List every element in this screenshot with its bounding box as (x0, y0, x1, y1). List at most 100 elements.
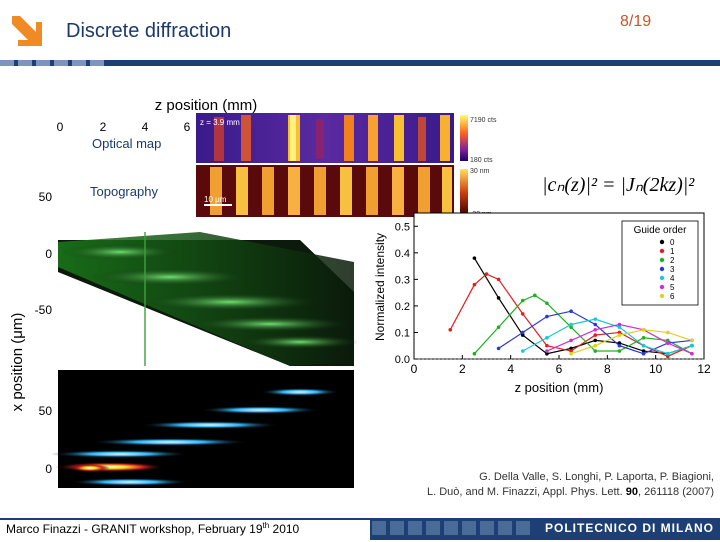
data-point (593, 349, 598, 353)
data-point (496, 346, 501, 351)
optical-map-image (196, 113, 454, 163)
data-point (641, 343, 646, 348)
data-point (520, 312, 525, 316)
x-tick-label: 6 (556, 362, 563, 376)
chart-ticks: 0 2 4 6 8 10 120.00.10.20.30.40.5 (395, 221, 711, 376)
footer-left (0, 518, 370, 542)
data-point (569, 309, 573, 314)
data-point (520, 349, 525, 353)
data-point (472, 256, 477, 260)
data-point (496, 296, 501, 300)
data-point (665, 341, 670, 345)
data-point (641, 328, 646, 332)
colorbar-top: 7190 cts (470, 117, 497, 124)
header-rule (0, 60, 720, 66)
series-line-6 (570, 329, 693, 355)
data-point (545, 301, 549, 306)
left-plot-ylabel: x position (μm) (9, 313, 26, 412)
data-point (641, 351, 646, 356)
legend-marker (659, 257, 665, 263)
legend-label: 1 (670, 247, 675, 256)
footer-author-text: Marco Finazzi - GRANIT workshop, Februar… (6, 522, 263, 536)
data-point (593, 338, 598, 343)
header-squares (0, 60, 108, 66)
data-point (593, 317, 598, 321)
topography-stripes (210, 167, 452, 215)
data-point (665, 351, 670, 356)
data-point (617, 322, 622, 327)
chart-xlabel: z position (mm) (515, 380, 604, 395)
data-point (665, 354, 670, 359)
polimi-arrow-logo-icon (6, 10, 46, 50)
legend-label: 0 (670, 238, 675, 247)
x-tick-label: 2 (459, 362, 466, 376)
data-point (569, 338, 573, 343)
legend-marker (659, 266, 665, 272)
x-tick-label: 4 (507, 362, 514, 376)
data-point (545, 314, 549, 319)
legend-marker (659, 239, 665, 245)
data-point (472, 351, 477, 356)
data-point (665, 330, 670, 335)
y-tick-label: 0.5 (395, 221, 410, 233)
colorbar-optical (460, 115, 468, 161)
legend-marker (659, 293, 665, 299)
series-line-0 (473, 257, 693, 355)
legend-title: Guide order (634, 225, 687, 236)
y-tick-label: 0.1 (395, 327, 410, 339)
data-point (617, 343, 622, 348)
data-point (617, 325, 622, 329)
data-point (617, 333, 622, 337)
citation-line2: L. Duò, and M. Finazzi, Appl. Phys. Lett… (426, 486, 623, 498)
legend-label: 5 (670, 283, 675, 292)
data-point (593, 328, 598, 332)
data-point (569, 346, 573, 351)
legend-marker (659, 284, 665, 290)
y-tick: 0 (45, 247, 52, 261)
data-point (617, 330, 622, 335)
y-tick: -50 (35, 303, 53, 317)
left-plot-xlabel: z position (mm) (155, 97, 258, 114)
series-line-4 (522, 318, 693, 355)
colorbar2-top: 30 nm (470, 168, 490, 175)
x-tick-label: 10 (649, 362, 663, 376)
data-point (520, 333, 525, 337)
y-tick: 50 (39, 404, 53, 418)
legend-label: 2 (670, 256, 675, 265)
citation-pages: , 261118 (2007) (637, 486, 714, 498)
chart-ylabel: Normalized intensity (373, 233, 387, 341)
optical-topography-inset: z = 3.9 mm 10 μm 7190 cts 180 cts 30 nm … (196, 113, 497, 218)
x-tick: 6 (184, 120, 191, 134)
x-tick: 0 (57, 120, 64, 134)
data-point (545, 351, 549, 356)
data-point (496, 277, 501, 282)
data-point (472, 282, 477, 287)
citation: G. Della Valle, S. Longhi, P. Laporta, P… (398, 470, 714, 500)
data-point (569, 322, 573, 327)
footer-squares (372, 521, 534, 535)
data-point (484, 272, 489, 276)
y-tick: 0 (45, 462, 52, 476)
x-tick-label: 12 (697, 362, 711, 376)
colorbar-mid: 180 cts (470, 157, 493, 164)
legend-marker (659, 248, 665, 254)
data-point (533, 293, 537, 298)
data-point (690, 351, 694, 356)
data-point (569, 351, 573, 356)
data-point (690, 343, 694, 348)
data-point (593, 343, 598, 348)
footer-brand: POLITECNICO DI MILANO (545, 521, 714, 535)
data-point (593, 333, 598, 337)
x-tick-label: 0 (411, 362, 418, 376)
data-point (545, 343, 549, 348)
intensity-chart: 0 2 4 6 8 10 120.00.10.20.30.40.5 Normalized i… (373, 212, 711, 395)
x-tick-label: 8 (604, 362, 611, 376)
y-tick-label: 0.3 (395, 274, 410, 286)
data-point (690, 338, 694, 343)
citation-volume: 90 (625, 486, 638, 498)
z-label: z = 3.9 mm (200, 118, 240, 127)
y-tick-label: 0.4 (395, 248, 410, 260)
optical-stripes (214, 115, 450, 161)
y-tick: 50 (39, 190, 53, 204)
